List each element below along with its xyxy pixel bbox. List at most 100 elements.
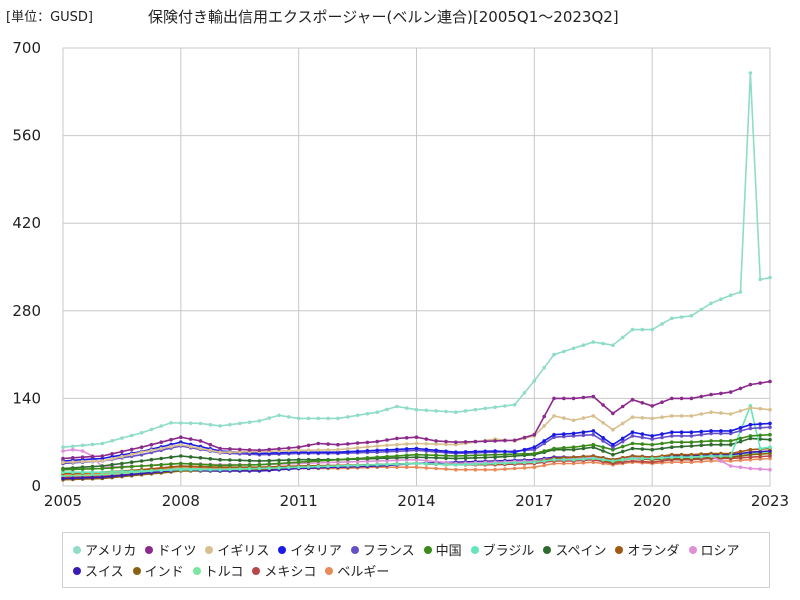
data-point (169, 437, 173, 442)
data-point (90, 442, 95, 447)
series-3 (61, 406, 772, 465)
data-point (444, 439, 448, 444)
data-point (434, 459, 438, 464)
data-point (640, 401, 645, 405)
y-tick-label: 700 (12, 39, 41, 57)
data-point (110, 466, 114, 470)
data-point (139, 459, 144, 463)
data-point (679, 460, 684, 465)
data-point (454, 454, 458, 458)
data-point (768, 451, 772, 456)
data-point (228, 458, 232, 462)
data-point (709, 392, 713, 397)
data-point (738, 429, 743, 433)
data-point (748, 455, 753, 460)
data-point (434, 453, 438, 458)
data-point (719, 297, 723, 302)
data-point (444, 453, 448, 458)
data-point (758, 422, 762, 426)
legend-marker-icon (73, 566, 81, 575)
data-point (247, 420, 252, 425)
data-point (473, 462, 478, 466)
series-2 (61, 379, 772, 461)
data-point (404, 458, 409, 462)
data-point (719, 439, 723, 443)
data-point (522, 391, 527, 395)
data-point (562, 446, 566, 450)
data-point (503, 449, 507, 454)
data-point (277, 466, 281, 470)
data-point (640, 447, 645, 451)
data-point (493, 405, 497, 410)
data-point (306, 459, 311, 464)
data-point (238, 463, 242, 467)
data-point (660, 446, 664, 451)
data-point (532, 445, 537, 450)
data-point (80, 449, 85, 453)
data-point (129, 464, 134, 469)
data-point (287, 415, 291, 419)
data-point (532, 379, 537, 383)
data-point (267, 458, 272, 463)
data-point (454, 410, 458, 415)
data-point (591, 442, 596, 447)
data-point (709, 451, 713, 456)
data-point (483, 467, 488, 472)
data-point (336, 460, 340, 465)
data-point (581, 343, 586, 348)
data-point (748, 447, 753, 452)
data-point (532, 451, 537, 456)
data-point (424, 458, 429, 463)
data-point (336, 464, 340, 468)
data-point (336, 416, 340, 421)
data-point (571, 445, 576, 450)
data-point (709, 431, 713, 436)
data-point (247, 448, 252, 452)
data-point (375, 455, 380, 460)
data-point (188, 455, 193, 459)
data-point (100, 475, 105, 480)
data-point (532, 447, 537, 452)
data-point (562, 434, 566, 439)
data-point (208, 467, 213, 472)
data-point (414, 441, 419, 446)
data-point (748, 457, 753, 462)
data-point (247, 467, 252, 471)
data-point (179, 464, 183, 468)
legend-label: イタリア (290, 544, 342, 559)
data-point (365, 456, 370, 460)
x-tick-label: 2011 (280, 492, 318, 510)
data-point (512, 438, 517, 443)
data-point (454, 467, 458, 472)
data-point (473, 407, 478, 412)
line-chart: 0 140 280 420 560 700 2005 2008 2011 2014 2017 2020… (12, 39, 789, 510)
data-point (208, 463, 213, 467)
data-point (90, 454, 95, 459)
data-point (689, 414, 694, 418)
data-point (238, 458, 242, 463)
data-point (601, 436, 605, 440)
data-point (71, 473, 75, 478)
data-point (61, 456, 65, 461)
data-point (493, 452, 497, 457)
data-point (395, 442, 399, 447)
data-point (198, 462, 203, 467)
data-point (80, 470, 85, 475)
data-point (296, 445, 301, 450)
data-point (552, 457, 556, 462)
data-point (591, 445, 596, 450)
data-point (591, 432, 596, 437)
y-tick-label: 420 (12, 214, 41, 232)
data-point (581, 416, 586, 420)
data-point (660, 322, 664, 326)
data-point (768, 445, 772, 450)
legend-marker-icon (470, 545, 479, 554)
data-point (503, 452, 507, 457)
data-point (542, 459, 546, 463)
data-point (620, 335, 625, 340)
data-point (434, 466, 438, 471)
data-point (463, 450, 468, 454)
data-point (404, 442, 409, 446)
data-point (709, 410, 713, 415)
data-point (159, 446, 163, 451)
